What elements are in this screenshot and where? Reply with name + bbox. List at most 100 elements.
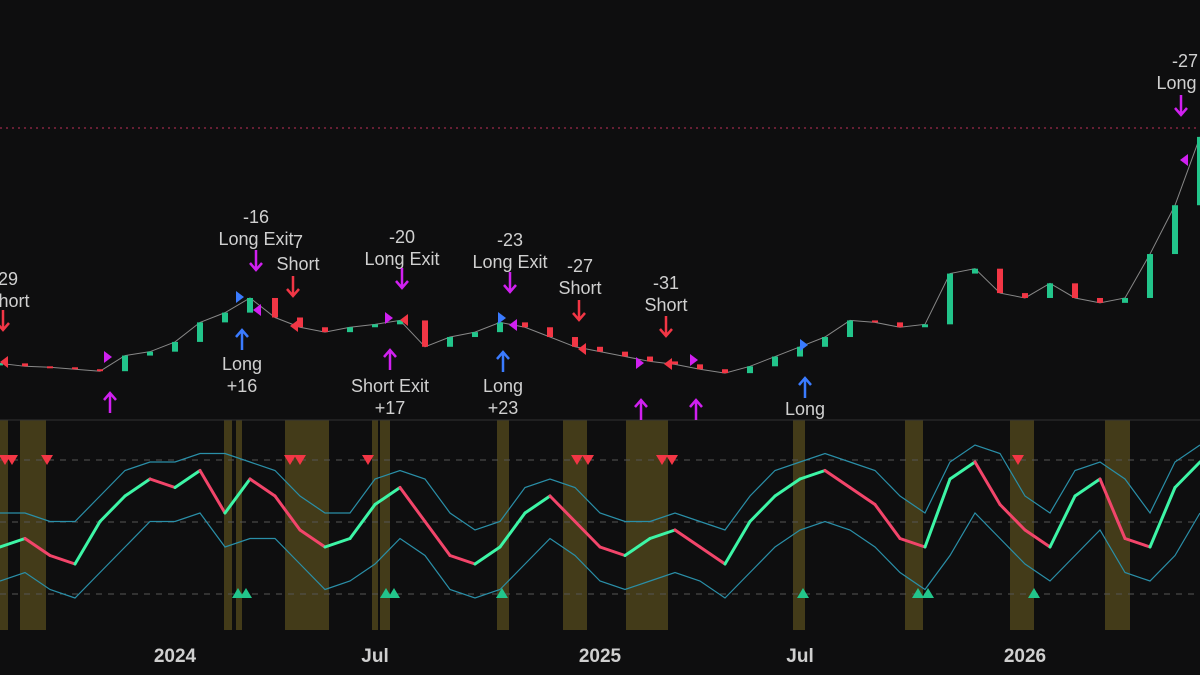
oscillator-segment — [423, 520, 452, 557]
signal-arrow — [798, 376, 812, 398]
oscillator-segment — [1023, 528, 1052, 549]
osc-down-marker — [6, 455, 18, 465]
oscillator-segment — [998, 503, 1027, 532]
osc-down-marker — [666, 455, 678, 465]
oscillator-segment — [323, 537, 352, 549]
candle — [222, 312, 228, 323]
signal-arrow — [572, 300, 586, 322]
candle — [297, 317, 303, 328]
osc-up-marker — [797, 588, 809, 598]
signal-label-line: +17 — [375, 398, 406, 418]
signal-label: 7 Short — [276, 232, 319, 274]
x-tick-label: Jul — [786, 646, 813, 667]
signal-label-line: Short — [276, 254, 319, 274]
oscillator-segment — [1123, 537, 1152, 549]
signal-flag — [290, 320, 298, 332]
osc-up-marker — [388, 588, 400, 598]
signal-arrow — [395, 268, 409, 290]
osc-down-marker — [582, 455, 594, 465]
x-tick-label: 2026 — [1004, 646, 1046, 667]
signal-label-line: 29 — [0, 269, 18, 289]
oscillator-segment — [448, 554, 477, 566]
oscillator-segment — [823, 469, 852, 489]
candle — [347, 327, 353, 333]
candle — [97, 369, 103, 372]
candle — [172, 341, 178, 352]
candle — [397, 320, 403, 325]
oscillator-segment — [1048, 494, 1077, 549]
signal-label-line: -23 — [497, 230, 523, 250]
oscillator-segment — [273, 494, 302, 532]
signal-label-line: Long — [483, 376, 523, 396]
signal-label-line: Short — [558, 278, 601, 298]
oscillator-segment — [398, 486, 427, 523]
candle — [772, 356, 778, 367]
candle — [647, 356, 653, 362]
candle — [1147, 254, 1153, 298]
candle — [1197, 136, 1200, 206]
candle — [747, 366, 753, 374]
candle — [597, 346, 603, 352]
oscillator-segment — [923, 477, 952, 549]
candle — [1022, 293, 1028, 298]
osc-up-marker — [922, 588, 934, 598]
oscillator-segment — [148, 477, 177, 489]
candle — [422, 320, 428, 347]
osc-down-marker — [656, 455, 668, 465]
candle — [497, 322, 503, 333]
oscillator-segment — [648, 528, 677, 540]
candle — [472, 332, 478, 338]
osc-down-marker — [294, 455, 306, 465]
signal-label-line: Short — [644, 295, 687, 315]
oscillator-segment — [223, 477, 252, 515]
signal-flag — [400, 314, 408, 326]
oscillator-segment — [498, 511, 527, 549]
signal-arrow — [286, 276, 300, 298]
candle — [722, 369, 728, 374]
oscillator-segment — [1098, 477, 1127, 540]
candle — [797, 346, 803, 357]
signal-flag — [509, 319, 517, 331]
osc-down-marker — [284, 455, 296, 465]
signal-arrow — [1174, 95, 1188, 117]
signal-label-line: -27 — [567, 256, 593, 276]
oscillator-segment — [248, 477, 277, 498]
signal-flag — [253, 304, 261, 316]
signal-label: 29Short — [0, 269, 30, 311]
signal-label-line: -27 — [1172, 51, 1198, 71]
oscillator-segment — [948, 460, 977, 481]
osc-up-marker — [1028, 588, 1040, 598]
oscillator-segment — [698, 545, 727, 566]
signal-flag — [800, 339, 808, 351]
candle — [1172, 205, 1178, 255]
signal-label: Long +16 — [222, 354, 262, 396]
signal-arrow — [249, 250, 263, 272]
candle — [1122, 297, 1128, 303]
x-tick-label: 2024 — [154, 646, 197, 667]
candle — [897, 322, 903, 328]
signal-arrow — [235, 328, 249, 350]
osc-down-marker — [362, 455, 374, 465]
oscillator-segment — [198, 469, 227, 515]
osc-up-marker — [496, 588, 508, 598]
signal-arrow — [103, 391, 117, 413]
signal-label-line: Long E — [1156, 73, 1200, 93]
signal-label: Long +23 — [483, 376, 523, 418]
signal-label-line: Long Exit — [472, 252, 547, 272]
signal-flag — [690, 354, 698, 366]
candle — [547, 327, 553, 338]
signal-flag — [1180, 154, 1188, 166]
oscillator-segment — [773, 477, 802, 498]
candle — [672, 361, 678, 365]
signal-label-line: 7 — [293, 232, 303, 252]
candle — [272, 297, 278, 318]
x-tick-label: 2025 — [579, 646, 622, 667]
candle — [622, 351, 628, 357]
x-tick-label: Jul — [361, 646, 388, 667]
oscillator-segment — [973, 460, 1002, 506]
candle — [1047, 283, 1053, 298]
osc-down-marker — [1012, 455, 1024, 465]
osc-up-marker — [380, 588, 392, 598]
